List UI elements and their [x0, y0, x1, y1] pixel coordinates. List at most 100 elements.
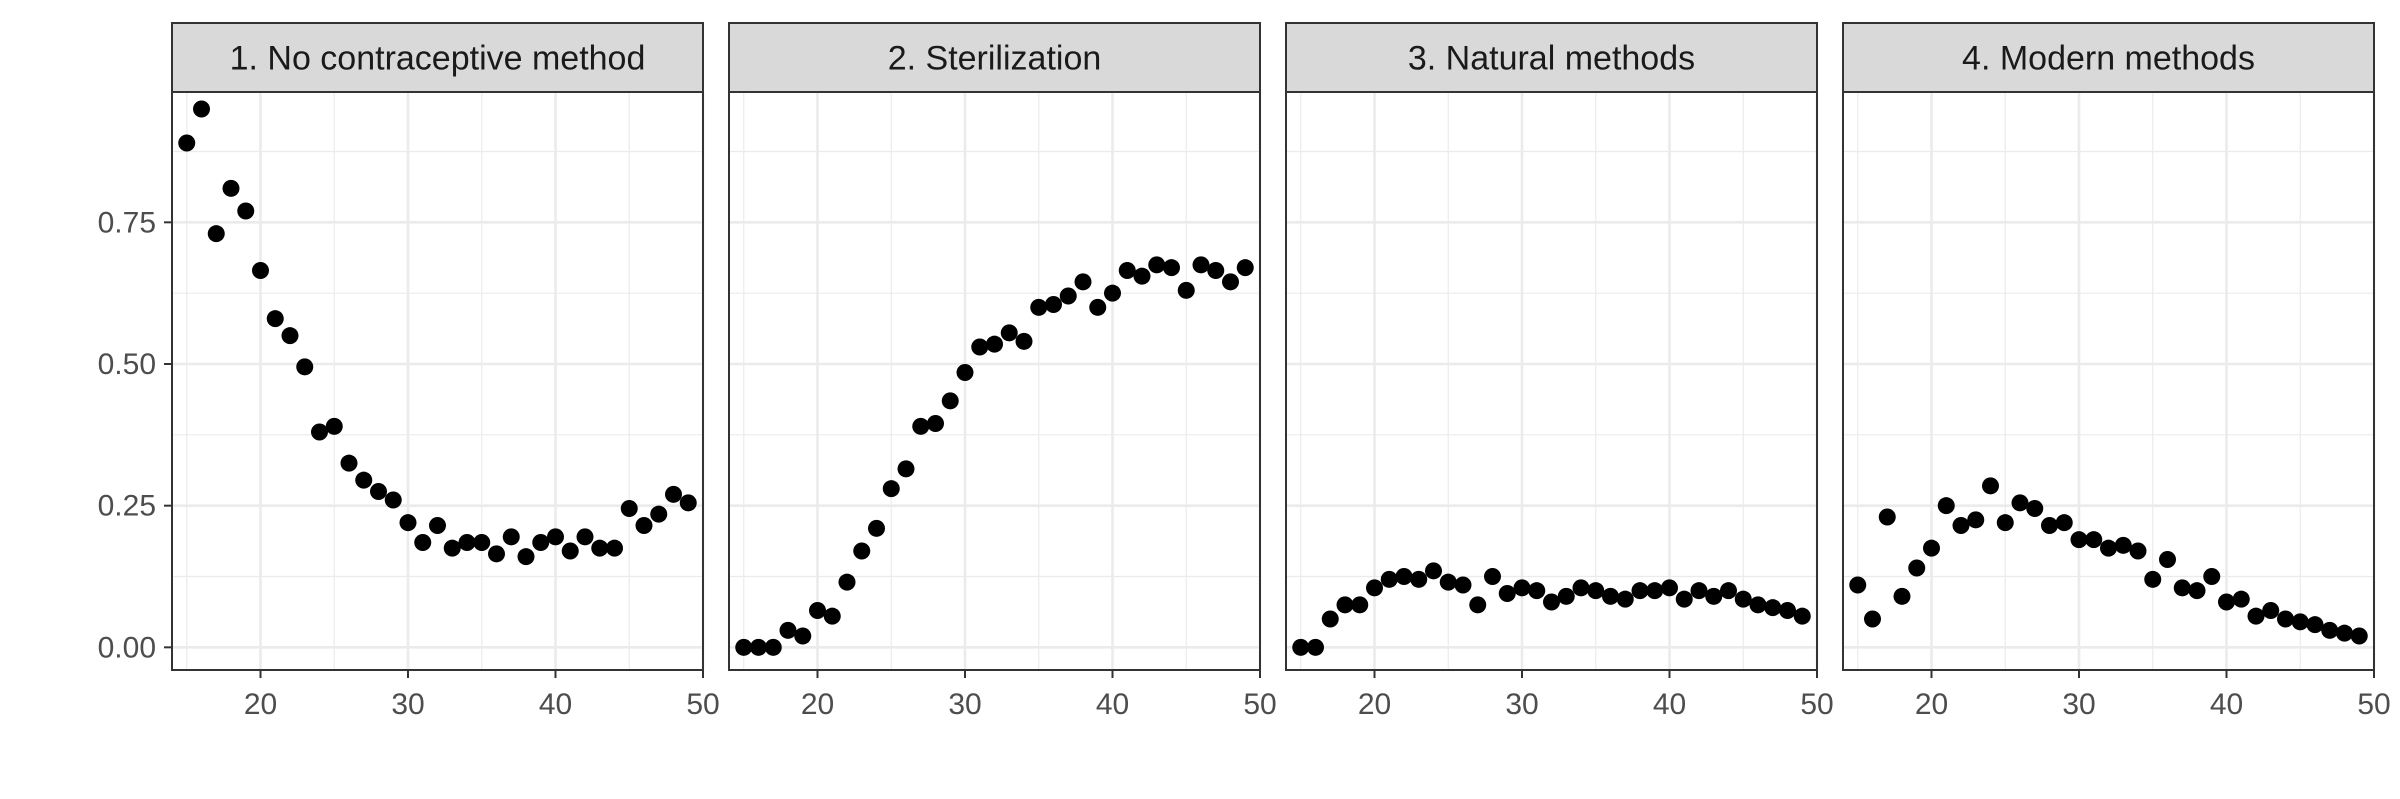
data-point	[1351, 596, 1369, 614]
data-point	[1937, 497, 1955, 515]
data-point	[1864, 610, 1881, 628]
data-point	[1000, 324, 1018, 342]
x-tick-label: 40	[2210, 688, 2243, 721]
x-tick-label: 50	[2357, 688, 2390, 721]
data-point	[473, 534, 491, 551]
data-point	[1030, 298, 1048, 316]
data-point	[252, 262, 269, 279]
x-tick-label: 50	[1243, 688, 1276, 721]
x-tick-label: 40	[1653, 688, 1686, 721]
facet-panel-1: 1. No contraceptive method 20 30 40 50	[171, 22, 720, 721]
data-point	[1982, 477, 1999, 495]
facet-strip	[1842, 22, 2375, 93]
panel-background	[1286, 92, 1817, 670]
data-point	[941, 392, 959, 410]
data-point	[2070, 531, 2088, 549]
y-tick-label: 0.00	[98, 631, 156, 664]
data-point	[764, 638, 782, 656]
data-point	[1923, 539, 1940, 557]
data-point	[1878, 508, 1896, 526]
data-point	[1764, 599, 1782, 617]
data-point	[2085, 531, 2103, 549]
facet-panel-4: 4. Modern methods 20 30 40 50	[1842, 22, 2391, 721]
data-point	[2173, 579, 2191, 597]
data-point	[1749, 596, 1767, 614]
data-point	[1543, 593, 1560, 611]
data-point	[1366, 579, 1383, 597]
data-point	[1661, 579, 1678, 597]
data-point	[823, 607, 841, 625]
data-point	[882, 480, 900, 498]
data-point	[1015, 332, 1033, 350]
data-point	[2262, 602, 2280, 619]
data-point	[266, 310, 284, 328]
data-point	[2336, 624, 2353, 642]
data-point	[1089, 298, 1107, 316]
data-point	[1148, 256, 1166, 274]
data-point	[576, 528, 594, 546]
data-point	[443, 539, 461, 557]
x-tick-label: 20	[1358, 688, 1391, 721]
data-point	[547, 528, 564, 546]
data-point	[1705, 587, 1723, 605]
data-point	[1439, 573, 1457, 591]
data-point	[1616, 590, 1634, 608]
data-point	[2203, 568, 2221, 585]
facet-panels: 1. No contraceptive method 20 30 40 50 2. Ste…	[171, 22, 2391, 721]
data-point	[207, 225, 225, 243]
data-point	[897, 460, 915, 478]
data-point	[2277, 610, 2294, 628]
data-point	[620, 500, 638, 517]
data-point	[1734, 590, 1752, 608]
data-point	[2055, 514, 2073, 532]
facet-title: 3. Natural methods	[1408, 40, 1695, 78]
data-point	[1104, 284, 1121, 302]
data-point	[2144, 570, 2162, 588]
facet-title: 2. Sterilization	[888, 40, 1102, 78]
data-point	[2114, 536, 2132, 554]
data-point	[591, 539, 609, 557]
data-point	[2321, 621, 2339, 639]
data-point	[1779, 602, 1796, 619]
x-tick-label: 20	[1915, 688, 1948, 721]
data-point	[355, 471, 373, 489]
x-tick-label: 30	[2062, 688, 2095, 721]
facet-panel-2: 2. Sterilization 20 30 40 50	[728, 22, 1277, 721]
data-point	[1528, 582, 1546, 600]
data-point	[222, 179, 240, 197]
panel-background	[1843, 92, 2374, 670]
data-point	[1336, 596, 1354, 614]
data-point	[1118, 262, 1136, 279]
data-point	[1380, 570, 1398, 588]
data-point	[794, 627, 812, 645]
facet-title: 4. Modern methods	[1962, 40, 2255, 78]
data-point	[2247, 607, 2265, 625]
data-point	[502, 528, 520, 546]
data-point	[1952, 517, 1970, 534]
data-point	[340, 454, 358, 472]
data-point	[370, 483, 387, 500]
x-tick-label: 40	[1096, 688, 1129, 721]
data-point	[1177, 281, 1195, 299]
data-point	[281, 327, 299, 345]
x-tick-label: 20	[244, 688, 277, 721]
data-point	[1908, 559, 1926, 577]
data-point	[311, 423, 328, 441]
data-point	[561, 542, 579, 560]
data-point	[414, 534, 432, 551]
data-point	[2129, 542, 2147, 560]
data-point	[1192, 256, 1210, 274]
data-point	[1454, 576, 1472, 594]
data-point	[912, 417, 930, 435]
data-point	[735, 638, 753, 656]
y-axis: 0.00 0.25 0.50 0.75	[98, 206, 172, 664]
facet-title: 1. No contraceptive method	[230, 40, 646, 78]
data-point	[517, 548, 535, 566]
facet-panel-3: 3. Natural methods 20 30 40 50	[1285, 22, 1834, 721]
data-point	[1967, 511, 1985, 529]
data-point	[2041, 517, 2058, 534]
data-point	[779, 621, 797, 639]
data-point	[1074, 273, 1092, 291]
data-point	[2188, 582, 2206, 600]
